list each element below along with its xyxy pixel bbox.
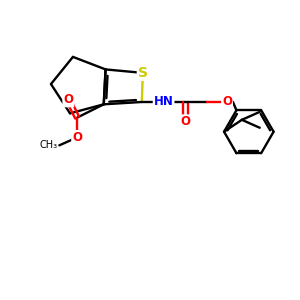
Text: CH₃: CH₃ [39,140,57,150]
Text: O: O [72,131,82,144]
Text: O: O [63,93,73,106]
Text: S: S [138,66,148,80]
Text: O: O [180,115,190,128]
Text: HN: HN [154,95,173,109]
Text: O: O [222,95,232,109]
